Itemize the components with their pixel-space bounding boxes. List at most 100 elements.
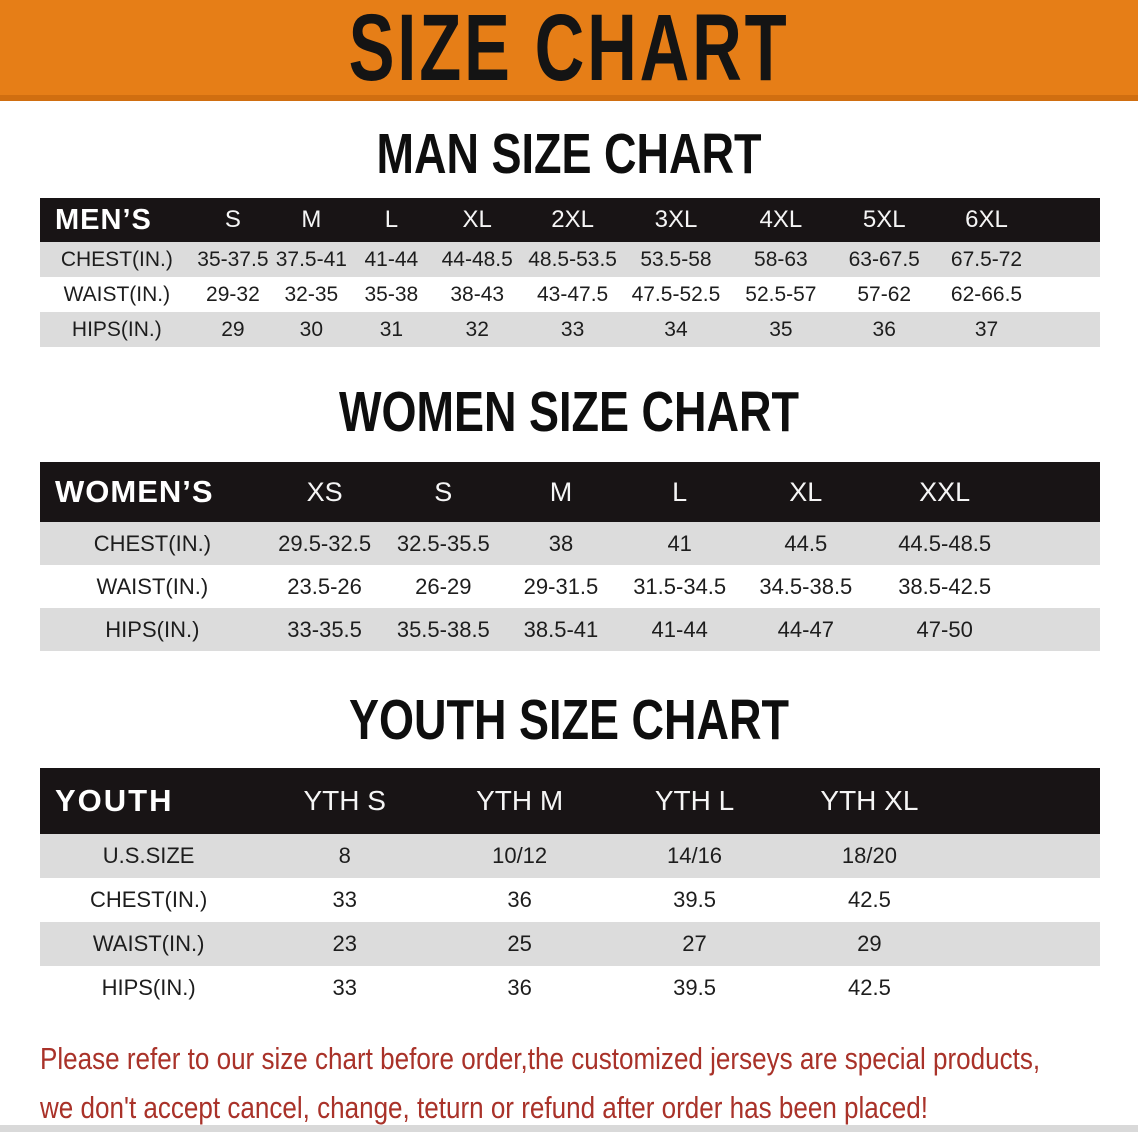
size-value-cell: 38-43	[450, 282, 505, 306]
col-header: 6XL	[965, 206, 1008, 233]
col-header: S	[224, 206, 241, 233]
men-size-table: MEN’S S M L XL 2XL 3XL 4XL 5XL 6XL CHEST…	[40, 198, 1100, 347]
table-row: WAIST(IN.) 23 25 27 29	[40, 922, 1100, 966]
size-value-cell: 47.5-52.5	[631, 282, 721, 306]
col-header: M	[301, 206, 322, 233]
table-row: CHEST(IN.) 35-37.5 37.5-41 41-44 44-48.5…	[40, 242, 1100, 277]
size-value-cell: 44.5	[784, 530, 828, 556]
disclaimer: Please refer to our size chart before or…	[40, 1034, 1138, 1132]
col-header: YTH S	[303, 785, 386, 816]
youth-section-heading: YOUTH SIZE CHART	[0, 691, 1138, 747]
youth-section-heading-text: YOUTH SIZE CHART	[348, 687, 789, 752]
size-value-cell: 41	[667, 530, 692, 556]
size-value-cell: 32-35	[284, 282, 339, 306]
table-row: CHEST(IN.) 33 36 39.5 42.5	[40, 878, 1100, 922]
youth-header-row: YOUTH YTH S YTH M YTH L YTH XL	[40, 768, 1100, 834]
spacer-cell	[1017, 522, 1100, 565]
row-label: U.S.SIZE	[102, 843, 195, 868]
spacer-cell	[957, 966, 1100, 1010]
spacer-cell	[1017, 565, 1100, 608]
row-label: CHEST(IN.)	[89, 887, 208, 912]
size-value-cell: 44-47	[777, 616, 834, 642]
size-value-cell: 53.5-58	[640, 247, 712, 271]
size-value-cell: 29-32	[206, 282, 260, 306]
size-value-cell: 29.5-32.5	[278, 530, 372, 556]
banner: SIZE CHART	[0, 0, 1138, 101]
table-row: HIPS(IN.) 29 30 31 32 33 34 35 36 37	[40, 312, 1100, 347]
size-value-cell: 41-44	[651, 616, 708, 642]
col-header: 2XL	[551, 206, 594, 233]
spacer-cell	[1037, 198, 1100, 242]
col-header: 5XL	[862, 206, 906, 233]
row-label: CHEST(IN.)	[60, 247, 173, 271]
size-value-cell: 27	[682, 931, 707, 956]
size-value-cell: 33	[332, 975, 357, 1000]
size-value-cell: 23	[332, 931, 357, 956]
size-value-cell: 58-63	[754, 247, 808, 271]
col-header: XS	[306, 476, 343, 507]
size-value-cell: 63-67.5	[848, 247, 920, 271]
size-value-cell: 33-35.5	[287, 616, 362, 642]
size-value-cell: 44.5-48.5	[898, 530, 992, 556]
youth-size-table: YOUTH YTH S YTH M YTH L YTH XL U.S.SIZE …	[40, 768, 1100, 1010]
size-value-cell: 33	[332, 887, 357, 912]
size-value-cell: 37.5-41	[275, 247, 347, 271]
women-size-table: WOMEN’S XS S M L XL XXL CHEST(IN.) 29.5-…	[40, 462, 1100, 651]
size-value-cell: 31	[379, 317, 404, 341]
size-value-cell: 33	[560, 317, 585, 341]
youth-table-corner-label: YOUTH	[55, 783, 174, 818]
size-value-cell: 23.5-26	[287, 573, 362, 599]
col-header: L	[672, 476, 688, 507]
table-row: HIPS(IN.) 33-35.5 35.5-38.5 38.5-41 41-4…	[40, 608, 1100, 651]
table-row: WAIST(IN.) 29-32 32-35 35-38 38-43 43-47…	[40, 277, 1100, 312]
col-header: YTH L	[654, 785, 735, 816]
size-value-cell: 37	[974, 317, 999, 341]
size-value-cell: 35	[769, 317, 793, 341]
size-value-cell: 48.5-53.5	[528, 247, 617, 271]
col-header: YTH M	[476, 785, 564, 816]
size-value-cell: 26-29	[415, 573, 472, 599]
bottom-edge-strip	[0, 1125, 1138, 1132]
size-value-cell: 36	[507, 887, 532, 912]
size-value-cell: 14/16	[666, 843, 723, 868]
table-row: HIPS(IN.) 33 36 39.5 42.5	[40, 966, 1100, 1010]
size-value-cell: 39.5	[673, 887, 716, 912]
size-value-cell: 32	[465, 317, 489, 341]
size-value-cell: 42.5	[848, 975, 891, 1000]
size-value-cell: 10/12	[492, 843, 548, 868]
size-value-cell: 18/20	[841, 843, 897, 868]
row-label: HIPS(IN.)	[105, 616, 200, 642]
size-value-cell: 34	[664, 317, 688, 341]
row-label: WAIST(IN.)	[92, 931, 205, 956]
spacer-cell	[1017, 462, 1100, 522]
size-value-cell: 52.5-57	[745, 282, 817, 306]
men-section-heading: MAN SIZE CHART	[0, 125, 1138, 181]
size-value-cell: 29	[221, 317, 245, 341]
col-header: XL	[789, 476, 823, 507]
size-value-cell: 34.5-38.5	[759, 573, 853, 599]
spacer-cell	[957, 768, 1100, 834]
size-value-cell: 25	[507, 931, 532, 956]
col-header: XL	[462, 206, 492, 233]
size-value-cell: 35-38	[364, 282, 419, 306]
women-table-corner-label: WOMEN’S	[55, 474, 214, 509]
spacer-cell	[957, 834, 1100, 878]
size-value-cell: 32.5-35.5	[396, 530, 490, 556]
size-value-cell: 62-66.5	[950, 282, 1023, 306]
row-label: WAIST(IN.)	[96, 573, 209, 599]
spacer-cell	[1037, 242, 1100, 277]
spacer-cell	[1037, 277, 1100, 312]
size-value-cell: 36	[872, 317, 896, 341]
row-label: CHEST(IN.)	[93, 530, 212, 556]
women-section-heading-text: WOMEN SIZE CHART	[339, 379, 799, 444]
col-header: L	[384, 206, 399, 233]
size-value-cell: 67.5-72	[950, 247, 1023, 271]
col-header: 3XL	[654, 206, 698, 233]
men-table-corner-label: MEN’S	[55, 203, 152, 236]
spacer-cell	[1017, 608, 1100, 651]
banner-title: SIZE CHART	[348, 0, 790, 101]
size-value-cell: 35-37.5	[197, 247, 269, 271]
table-row: CHEST(IN.) 29.5-32.5 32.5-35.5 38 41 44.…	[40, 522, 1100, 565]
row-label: HIPS(IN.)	[71, 317, 162, 341]
size-value-cell: 43-47.5	[536, 282, 609, 306]
